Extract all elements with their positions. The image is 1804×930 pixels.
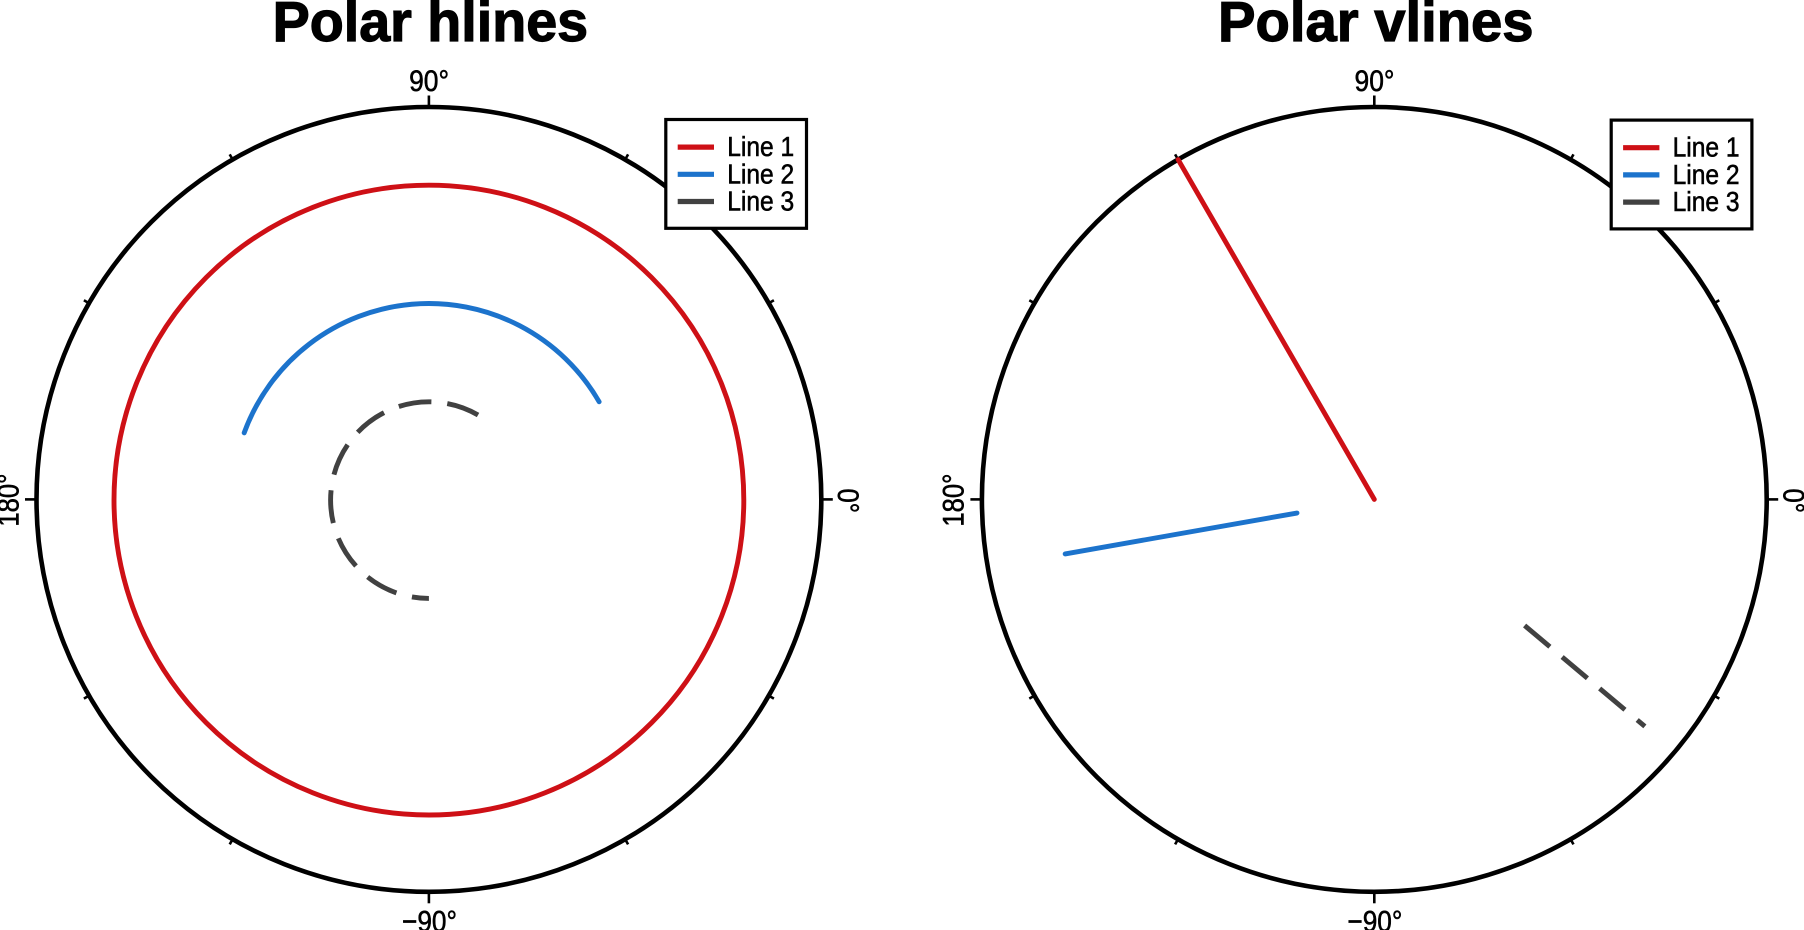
svg-text:Line 1: Line 1 bbox=[727, 131, 794, 162]
svg-text:Line 3: Line 3 bbox=[727, 186, 794, 217]
svg-text:Line 3: Line 3 bbox=[1673, 186, 1740, 217]
svg-text:Line 1: Line 1 bbox=[1673, 132, 1740, 163]
svg-text:Line 2: Line 2 bbox=[727, 158, 794, 189]
svg-text:Polar vlines: Polar vlines bbox=[1218, 0, 1534, 54]
svg-text:0°: 0° bbox=[831, 489, 864, 514]
svg-text:180°: 180° bbox=[938, 474, 971, 527]
svg-text:90°: 90° bbox=[1355, 65, 1395, 98]
svg-text:0°: 0° bbox=[1777, 489, 1804, 514]
svg-text:180°: 180° bbox=[0, 474, 25, 527]
svg-text:−90°: −90° bbox=[402, 906, 457, 930]
svg-text:90°: 90° bbox=[409, 65, 449, 98]
svg-text:Line 2: Line 2 bbox=[1673, 159, 1740, 190]
svg-text:Polar hlines: Polar hlines bbox=[273, 0, 589, 54]
svg-text:−90°: −90° bbox=[1347, 906, 1402, 930]
